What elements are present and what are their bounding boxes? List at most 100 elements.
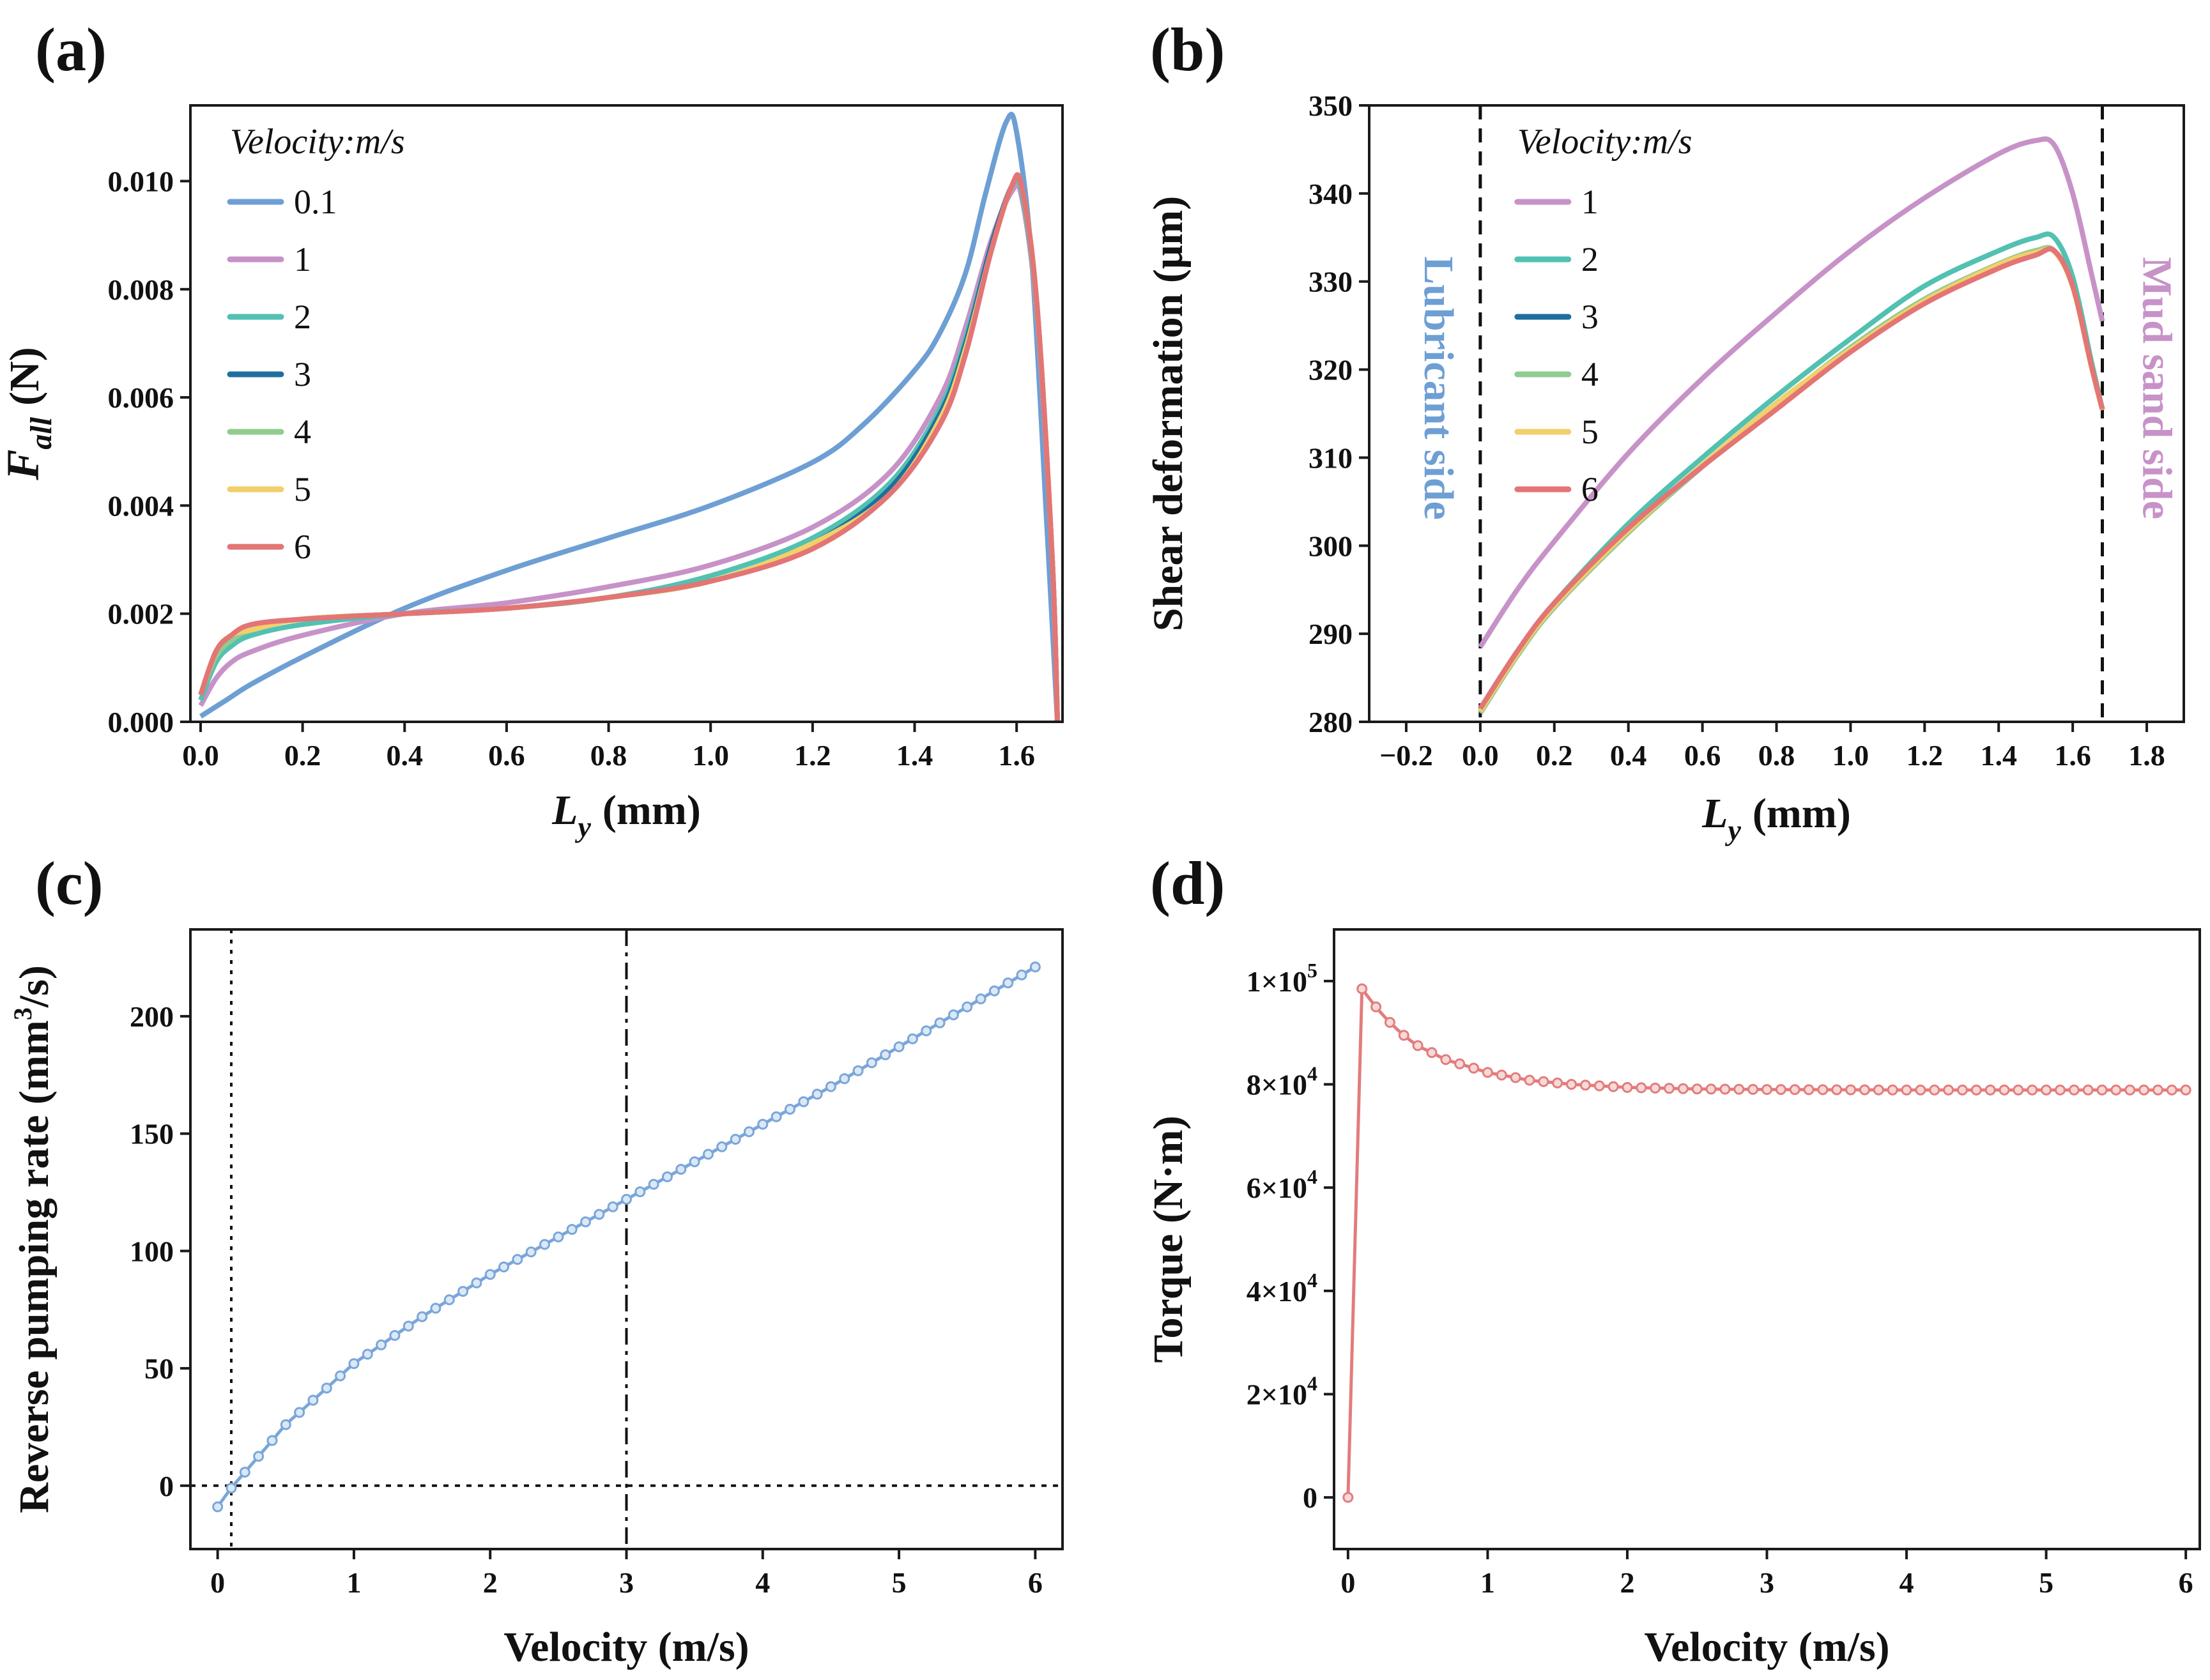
x-tick-label: −0.2 <box>1379 739 1433 772</box>
data-point <box>226 1482 237 1493</box>
y-tick-base: 0.004 <box>108 489 174 522</box>
data-point <box>988 985 1000 997</box>
y-tick-base: 50 <box>144 1352 174 1385</box>
data-point <box>1664 1083 1675 1094</box>
data-point <box>634 1186 646 1198</box>
legend-label: 5 <box>1581 413 1599 451</box>
data-point <box>335 1370 346 1382</box>
x-axis-title: Ly (mm) <box>551 787 701 843</box>
legend-label: 0.1 <box>294 183 337 221</box>
y-axis-title: Torque (N·m) <box>1145 1116 1192 1363</box>
data-point <box>1524 1074 1535 1086</box>
legend-label: 1 <box>1581 183 1599 221</box>
data-point <box>921 1025 932 1037</box>
data-point <box>566 1224 578 1235</box>
y-tick-label: 350 <box>1308 89 1353 122</box>
y-tick-base: 0.010 <box>108 165 174 198</box>
data-point <box>893 1041 905 1053</box>
y-tick-base: 8×10 <box>1247 1069 1307 1101</box>
data-point <box>702 1149 714 1160</box>
data-point <box>1454 1058 1466 1069</box>
series-rise-line <box>1346 988 1364 1498</box>
data-point <box>1016 969 1027 981</box>
y-tick-base: 6×10 <box>1247 1172 1307 1204</box>
side-annotation-right: Mud sand side <box>2133 257 2180 519</box>
data-point <box>2166 1084 2177 1096</box>
x-tick-label: 1.0 <box>692 739 729 772</box>
data-point <box>1789 1084 1800 1096</box>
x-tick-label: 1 <box>1480 1566 1495 1599</box>
data-point <box>1775 1084 1786 1096</box>
data-point <box>1440 1054 1452 1065</box>
data-point <box>1650 1082 1661 1094</box>
data-point <box>266 1435 278 1446</box>
series-line-6 <box>198 172 1060 722</box>
y-tick-base: 4×10 <box>1247 1275 1307 1308</box>
y-tick-label: 290 <box>1308 618 1353 650</box>
y-tick-label: 0.006 <box>108 381 174 414</box>
data-point <box>1984 1084 1996 1096</box>
y-tick-label: 0.008 <box>108 273 174 306</box>
y-axis-title-sup: 3 <box>8 1007 37 1020</box>
side-annotation-left: Lubricant side <box>1415 256 1462 520</box>
data-point <box>607 1201 618 1212</box>
y-tick-label: 0.004 <box>108 489 174 522</box>
plot-frame <box>189 104 1064 723</box>
data-point <box>811 1088 823 1100</box>
data-point <box>1468 1062 1480 1074</box>
y-tick-base: 200 <box>130 1000 174 1033</box>
y-tick-label: 100 <box>130 1235 174 1267</box>
x-axis-title-var: L <box>551 787 578 834</box>
data-point <box>757 1119 769 1130</box>
data-point <box>512 1254 523 1265</box>
y-tick-base: 0.008 <box>108 273 174 306</box>
y-tick-exponent: 4 <box>1307 1165 1317 1188</box>
series-group <box>1478 105 2105 722</box>
y-tick-label: 2×104 <box>1247 1372 1317 1411</box>
x-tick-label: 5 <box>2039 1566 2053 1599</box>
panel-label: (c) <box>35 849 104 917</box>
y-axis-title-tail: /s) <box>11 965 58 1008</box>
data-point <box>675 1164 687 1175</box>
x-tick-label: 4 <box>755 1566 770 1599</box>
data-point <box>1817 1084 1829 1096</box>
data-point <box>2138 1084 2150 1096</box>
legend-label: 6 <box>1581 470 1599 508</box>
data-point <box>1943 1084 1954 1096</box>
data-point <box>2041 1084 2052 1096</box>
series-line-5 <box>1478 246 2105 713</box>
data-point <box>307 1394 319 1406</box>
panel-label: (d) <box>1150 849 1225 917</box>
y-tick-label: 6×104 <box>1247 1165 1317 1204</box>
data-point <box>1803 1084 1815 1096</box>
plot-frame <box>1333 928 2201 1550</box>
panel-d: 0 1 2 3 4 5 602×1044×1046×1048×1041×105(d)Velo… <box>1145 849 2201 1670</box>
series-line-4 <box>1478 245 2105 715</box>
data-point <box>239 1467 250 1478</box>
legend-title: Velocity:m/s <box>230 122 405 162</box>
legend-label: 5 <box>294 470 311 508</box>
data-point <box>403 1320 414 1332</box>
panel-label: (a) <box>35 15 107 84</box>
data-point <box>743 1126 755 1138</box>
data-point <box>1370 1001 1382 1012</box>
y-tick-label: 0.002 <box>108 598 174 630</box>
data-point <box>1538 1076 1549 1087</box>
data-point <box>825 1081 836 1092</box>
x-tick-label: 0.4 <box>1610 739 1647 772</box>
data-point <box>1579 1080 1591 1091</box>
x-tick-label: 0.2 <box>284 739 321 772</box>
data-point <box>417 1311 428 1322</box>
y-tick-label: 340 <box>1308 178 1353 210</box>
data-point <box>362 1348 373 1360</box>
data-point <box>1636 1082 1647 1094</box>
panel-a: 0.0 0.2 0.4 0.6 0.8 1.0 1.2 1.4 1.6 0.000 0.002 0.0… <box>0 15 1064 843</box>
data-point <box>280 1419 291 1430</box>
x-tick-label: 1.0 <box>1832 739 1869 772</box>
y-tick-exponent: 5 <box>1307 959 1317 982</box>
series-line-2 <box>198 175 1060 722</box>
x-tick-label: 1.4 <box>896 739 933 772</box>
data-point <box>866 1057 877 1069</box>
legend-label: 4 <box>1581 355 1599 393</box>
